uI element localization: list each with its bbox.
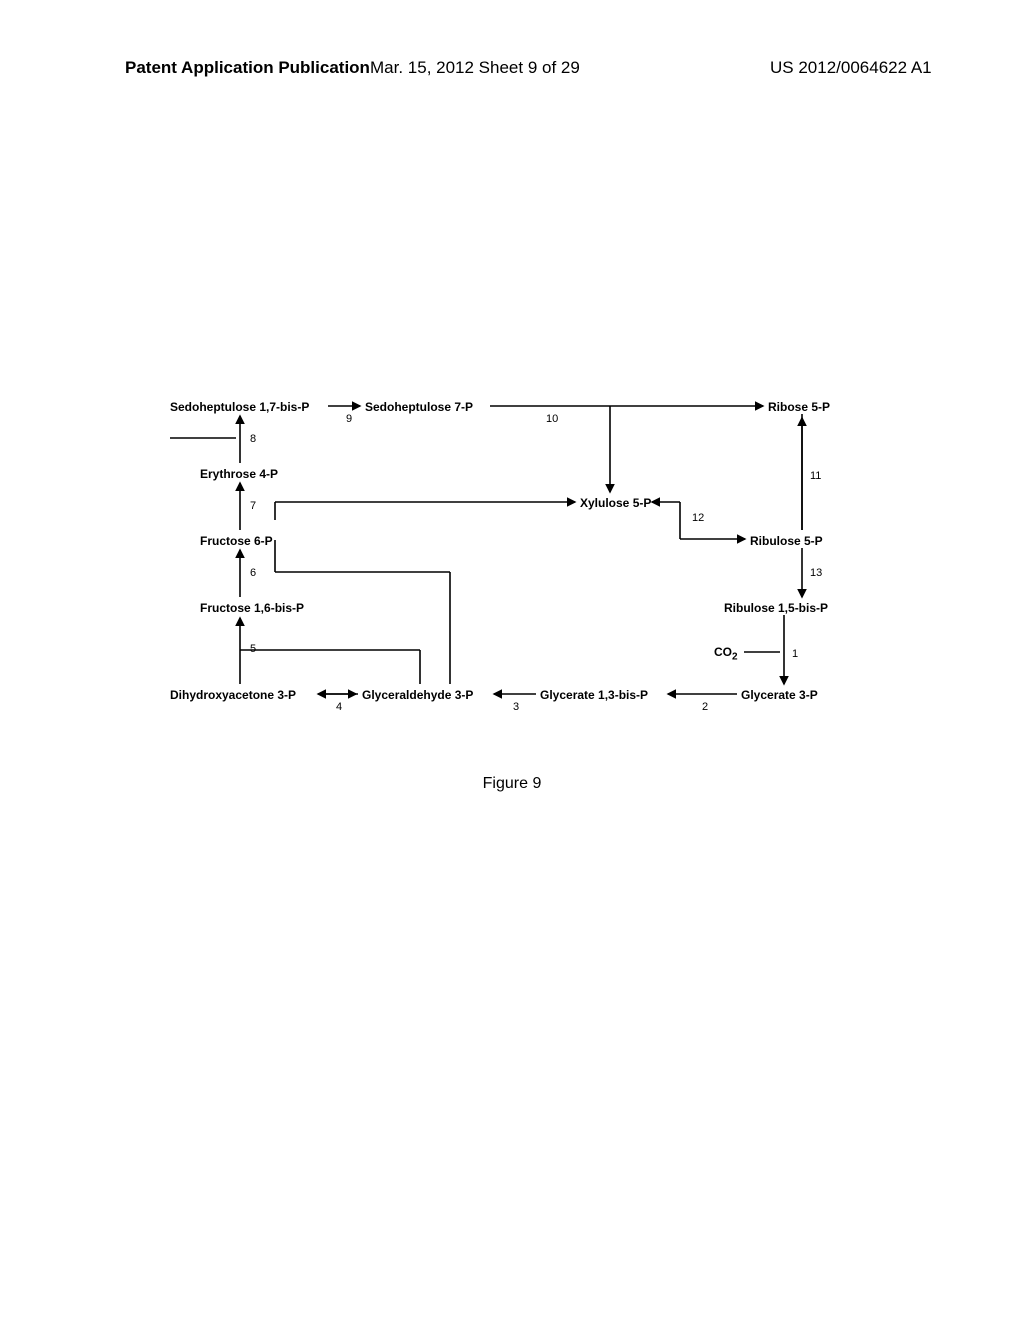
figure-caption: Figure 9 bbox=[0, 775, 1024, 793]
arrow-layer bbox=[170, 400, 870, 730]
header-center: Mar. 15, 2012 Sheet 9 of 29 bbox=[370, 58, 580, 78]
header-left: Patent Application Publication bbox=[125, 58, 370, 78]
header-right: US 2012/0064622 A1 bbox=[770, 58, 932, 78]
calvin-cycle-diagram: Sedoheptulose 1,7-bis-P Sedoheptulose 7-… bbox=[170, 400, 870, 730]
